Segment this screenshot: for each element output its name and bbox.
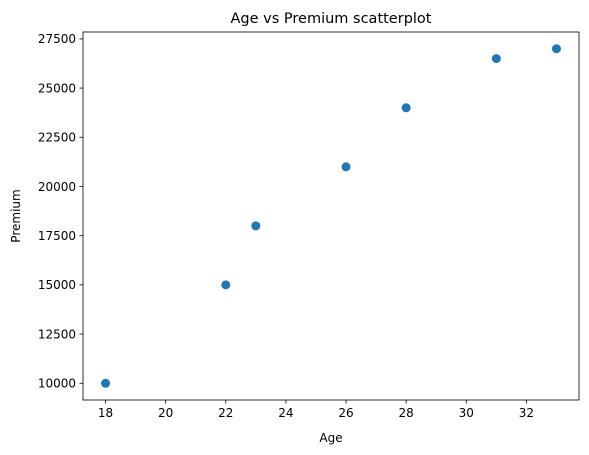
data-point xyxy=(491,54,501,64)
x-tick-label: 20 xyxy=(158,406,173,420)
data-point xyxy=(341,162,351,172)
axes-frame xyxy=(82,31,580,401)
x-tick-label: 24 xyxy=(278,406,293,420)
y-tick-label: 10000 xyxy=(38,377,76,391)
y-tick-label: 17500 xyxy=(38,229,76,243)
data-point xyxy=(551,44,561,54)
x-axis-label: Age xyxy=(319,431,342,445)
plot-area xyxy=(82,31,580,401)
x-tick-label: 18 xyxy=(98,406,113,420)
data-point xyxy=(221,280,231,290)
data-points xyxy=(101,44,561,388)
y-tick-label: 25000 xyxy=(38,81,76,95)
y-tick-label: 12500 xyxy=(38,327,76,341)
data-point xyxy=(401,103,411,113)
chart-title: Age vs Premium scatterplot xyxy=(231,11,432,27)
y-tick-label: 22500 xyxy=(38,131,76,145)
x-tick-label: 28 xyxy=(399,406,414,420)
data-point xyxy=(101,378,111,388)
y-axis: 10000 12500 15000 17500 20000 22500 25000 27500 xyxy=(38,32,83,391)
x-tick-label: 26 xyxy=(338,406,353,420)
x-axis: 18 20 22 24 26 28 30 32 xyxy=(98,400,534,420)
x-tick-label: 30 xyxy=(459,406,474,420)
y-tick-label: 20000 xyxy=(38,180,76,194)
x-tick-label: 22 xyxy=(218,406,233,420)
data-point xyxy=(251,221,261,231)
y-tick-label: 27500 xyxy=(38,32,76,46)
y-tick-label: 15000 xyxy=(38,278,76,292)
y-axis-label: Premium xyxy=(9,189,23,242)
x-tick-label: 32 xyxy=(519,406,534,420)
